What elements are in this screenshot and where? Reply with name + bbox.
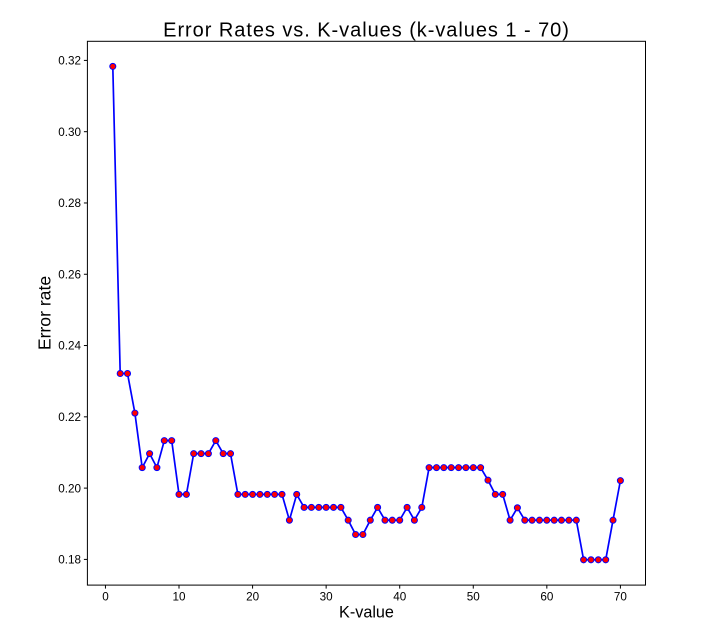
svg-text:0.30: 0.30 bbox=[58, 126, 81, 139]
svg-text:0.18: 0.18 bbox=[58, 554, 81, 567]
svg-text:Error rate: Error rate bbox=[35, 276, 55, 350]
svg-text:0.28: 0.28 bbox=[58, 197, 81, 210]
svg-text:0.24: 0.24 bbox=[58, 340, 81, 353]
svg-text:20: 20 bbox=[246, 591, 260, 604]
svg-text:0.20: 0.20 bbox=[58, 482, 81, 495]
svg-text:0: 0 bbox=[102, 591, 109, 604]
svg-text:0.32: 0.32 bbox=[58, 55, 81, 68]
svg-text:30: 30 bbox=[320, 591, 334, 604]
svg-text:60: 60 bbox=[540, 591, 554, 604]
svg-text:40: 40 bbox=[393, 591, 407, 604]
svg-text:70: 70 bbox=[614, 591, 628, 604]
svg-text:10: 10 bbox=[173, 591, 187, 604]
svg-text:Error Rates vs. K-values (k-va: Error Rates vs. K-values (k-values 1 - 7… bbox=[163, 20, 570, 42]
svg-text:50: 50 bbox=[467, 591, 481, 604]
svg-text:K-value: K-value bbox=[339, 604, 394, 622]
svg-text:0.26: 0.26 bbox=[58, 268, 81, 281]
svg-text:0.22: 0.22 bbox=[58, 411, 81, 424]
